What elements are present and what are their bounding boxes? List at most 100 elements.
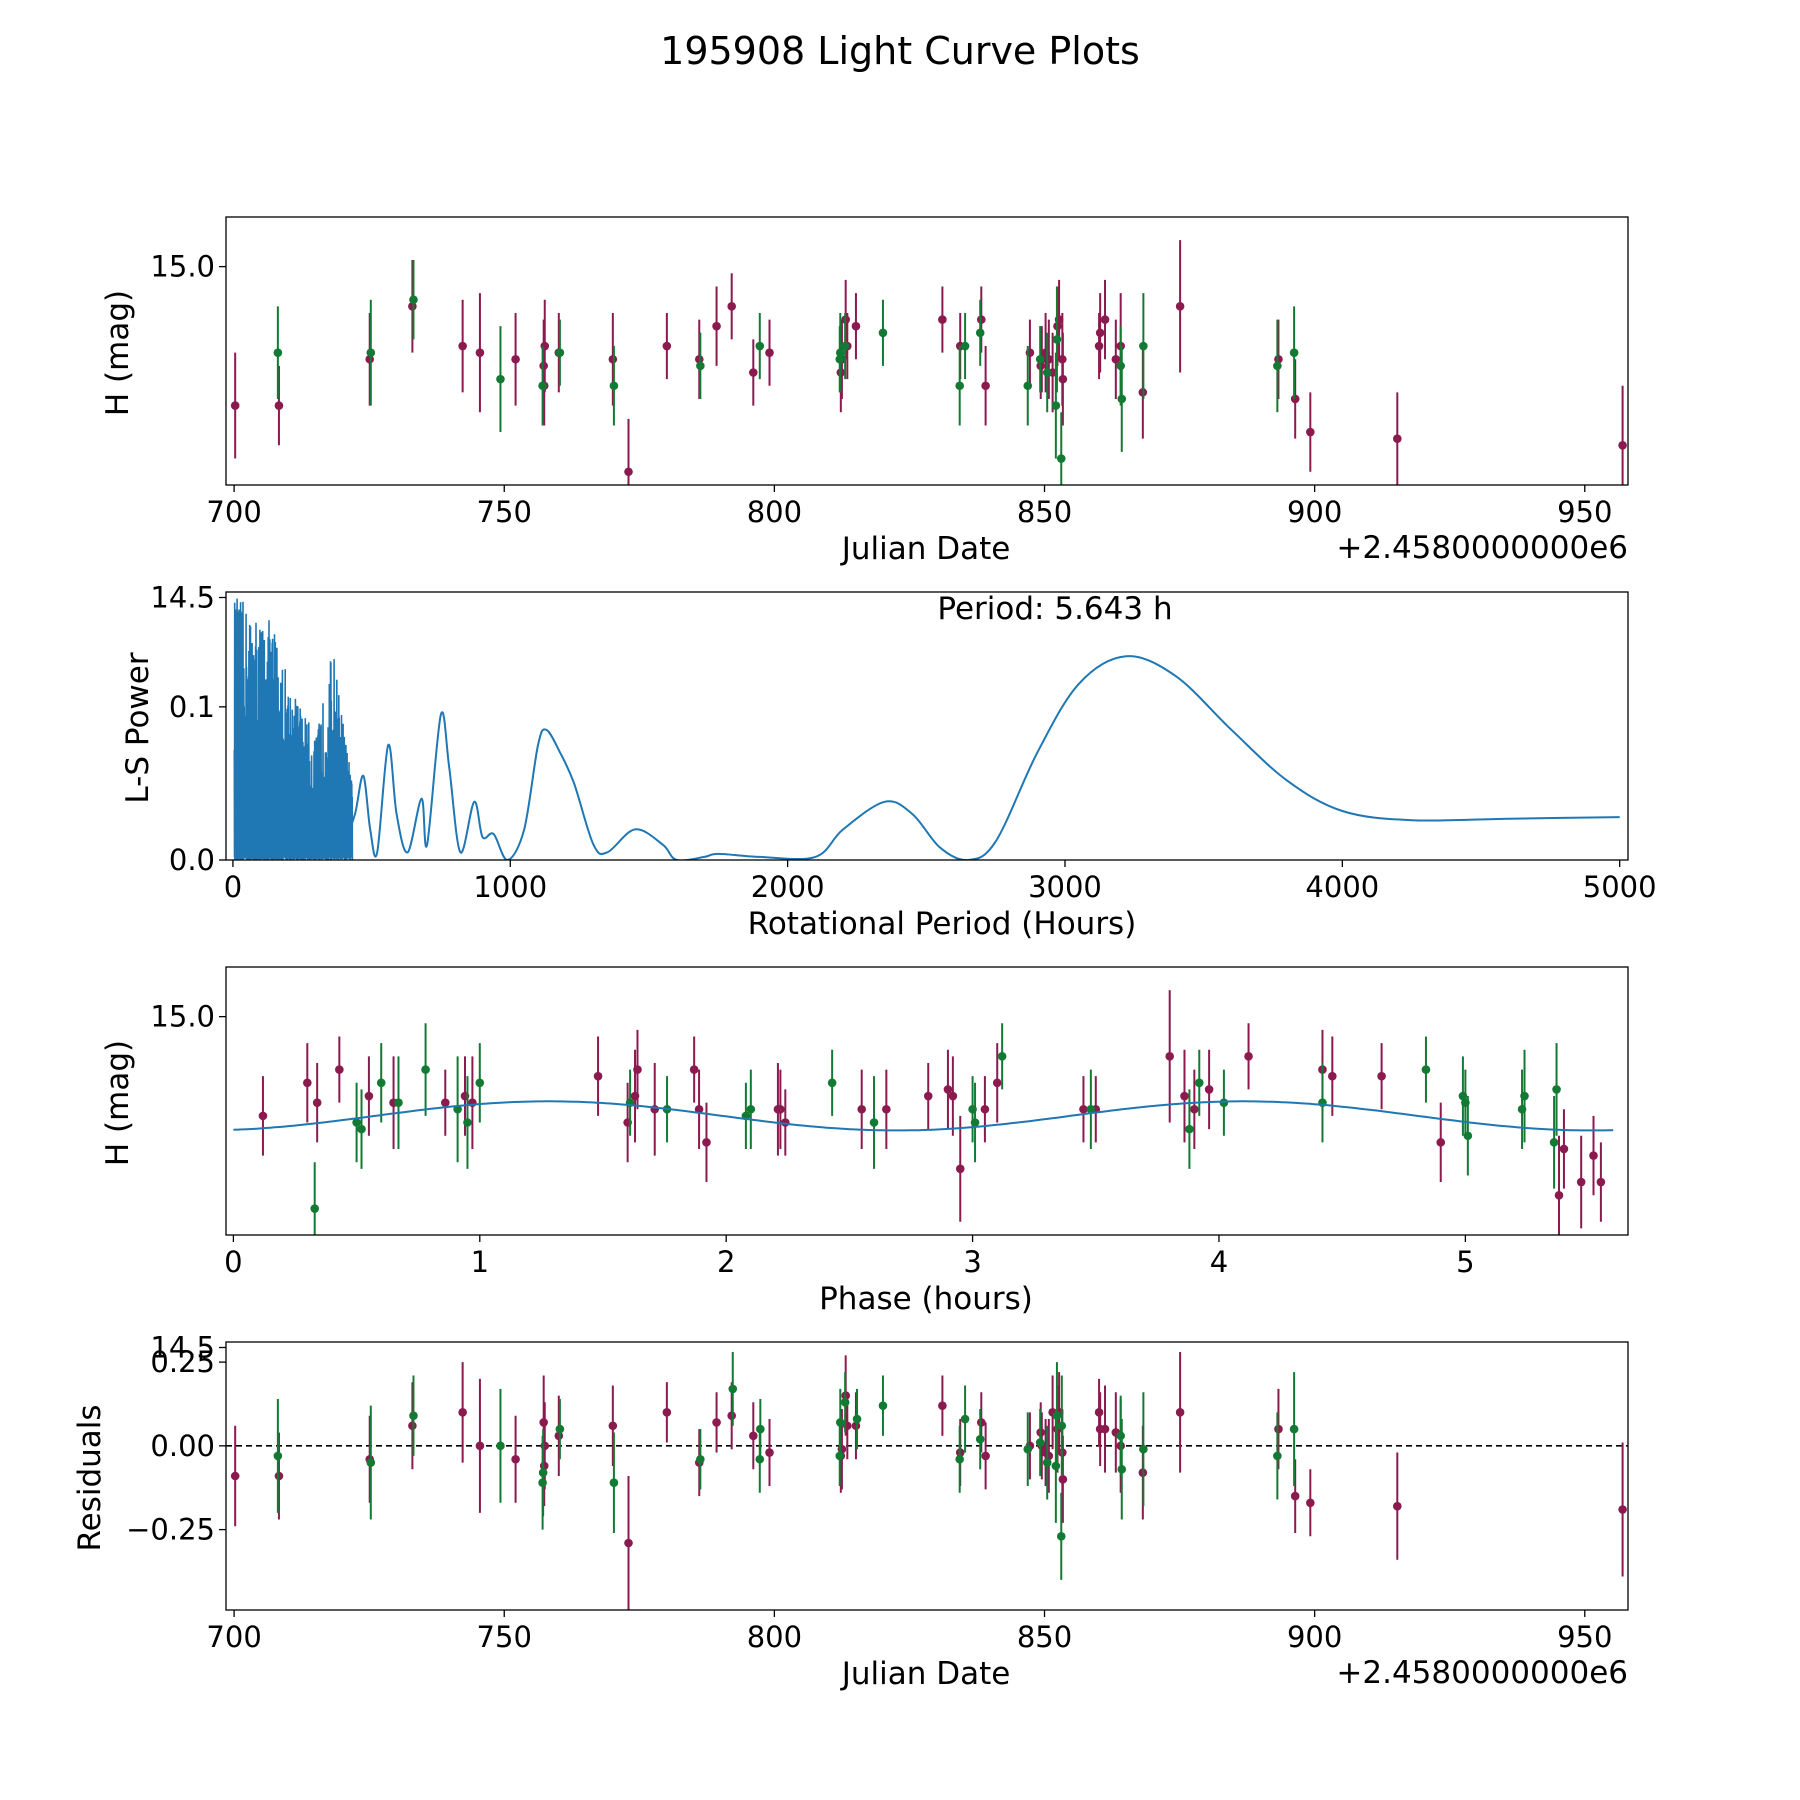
lightcurve-ytick-label: 14.5 [150,580,215,614]
phase-frame [225,966,1629,1236]
phase-band-g-point [746,1104,756,1114]
lightcurve-band-g-point [878,328,888,338]
periodogram-ytick-label: 0.0 [169,843,215,877]
lightcurve-band-g-point [1052,335,1062,344]
phase-band-g-point [463,1118,472,1127]
phase-band-r-point [1576,1177,1586,1187]
residuals-band-r-point [976,1418,986,1427]
lightcurve-band-g-point [1023,381,1033,391]
phase-band-r-point [593,1071,603,1081]
residuals-band-r-point [1175,1408,1185,1417]
phase-band-r-point [440,1098,450,1107]
residuals-band-g-point [273,1451,283,1461]
phase-band-r-point [312,1098,322,1107]
phase-band-g-point [997,1052,1007,1061]
residuals-xtick-label: 950 [1557,1620,1612,1654]
residuals-band-r-point [712,1418,721,1427]
phase-band-r-point [1190,1104,1199,1114]
residuals-band-r-point [662,1408,672,1417]
lightcurve-band-r-point [1100,315,1110,324]
periodogram-xtick-label: 5000 [1583,870,1657,904]
panel-periodogram: 0 1000 2000 3000 4000 5000 0.0 0.1 Period: 5.64… [120,591,1657,942]
lightcurve-band-g-point [496,374,505,384]
lightcurve-band-r-point [1274,354,1283,364]
phase-model-curve [233,1100,1614,1132]
lightcurve-band-g-point [1035,354,1045,364]
residuals-offset-text: +2.4580000000e6 [1336,1655,1628,1691]
residuals-ylabel: Residuals [72,1404,108,1551]
lightcurve-band-g-point [1051,401,1061,410]
residuals-ytick-label: 0.00 [150,1429,215,1463]
residuals-band-g-point [609,1478,619,1487]
lightcurve-band-g-point [1042,368,1052,377]
periodogram-xlabel: Rotational Period (Hours) [748,906,1137,942]
phase-band-g-point [475,1078,485,1088]
residuals-band-r-point [1094,1408,1104,1417]
lightcurve-data-layer [230,240,1627,485]
residuals-xtick-label: 700 [206,1620,261,1654]
phase-band-g-point [1463,1131,1473,1141]
residuals-band-g-point [960,1414,970,1424]
residuals-band-g-point [366,1458,376,1467]
periodogram-data-layer [233,598,1620,860]
residuals-band-g-point [955,1454,964,1464]
residuals-band-g-point [696,1454,705,1464]
lightcurve-band-r-point [1058,374,1068,384]
residuals-band-g-point [1117,1465,1127,1474]
residuals-band-g-point [878,1401,888,1410]
phase-band-g-point [357,1124,366,1134]
phase-band-g-point [376,1078,386,1088]
residuals-xtick-label: 800 [747,1620,802,1654]
residuals-band-r-point [458,1408,467,1417]
phase-band-r-point [1596,1177,1606,1187]
phase-band-g-point [1549,1138,1559,1147]
phase-band-r-point [258,1111,268,1121]
phase-band-r-point [776,1104,785,1114]
residuals-band-r-point [1618,1505,1627,1514]
lightcurve-band-g-point [1289,348,1299,357]
phase-band-r-point [948,1091,958,1101]
residuals-band-g-point [1042,1458,1052,1467]
phase-band-r-point [1244,1052,1253,1061]
periodogram-xtick-label: 2000 [751,870,825,904]
lightcurve-band-g-point [960,341,970,351]
residuals-band-r-point [511,1454,520,1464]
residuals-band-r-point [1393,1501,1402,1511]
residuals-band-g-point [840,1398,850,1407]
residuals-band-g-point [409,1411,418,1420]
residuals-band-r-point [608,1421,618,1431]
phase-band-g-point [827,1078,837,1088]
lightcurve-offset-text: +2.4580000000e6 [1336,530,1628,566]
residuals-band-g-point [852,1414,862,1424]
lightcurve-band-g-point [696,361,705,371]
phase-band-r-point [1079,1104,1088,1114]
lightcurve-xtick-label: 850 [1017,495,1072,529]
residuals-band-g-point [555,1424,565,1434]
phase-band-r-point [882,1104,891,1114]
phase-band-r-point [955,1164,965,1174]
residuals-band-r-point [624,1538,633,1548]
phase-band-r-point [1328,1071,1337,1081]
phase-xtick-label: 4 [1210,1245,1228,1279]
residuals-band-r-point [554,1431,564,1441]
panel-lightcurve: 700 750 800 850 900 950 15.0 14.5 Julian Date H… [100,216,1629,614]
phase-xtick-label: 2 [717,1245,735,1279]
phase-band-g-point [1520,1091,1529,1101]
phase-band-r-point [1377,1071,1386,1081]
residuals-band-r-point [1100,1424,1110,1434]
residuals-band-g-point [1139,1444,1148,1454]
lightcurve-band-r-point [938,315,947,324]
lightcurve-xtick-label: 900 [1287,495,1342,529]
lightcurve-band-g-point [555,348,565,357]
phase-ylabel: H (mag) [100,1040,136,1166]
lightcurve-band-g-point [755,341,765,351]
residuals-band-r-point [851,1421,861,1431]
phase-band-r-point [1559,1144,1569,1154]
lightcurve-band-r-point [1306,427,1315,437]
residuals-xlabel: Julian Date [840,1656,1011,1692]
lightcurve-band-r-point [1094,341,1104,351]
residuals-band-g-point [1051,1461,1061,1471]
residuals-xtick-label: 900 [1287,1620,1342,1654]
residuals-band-g-point [835,1418,845,1427]
residuals-band-g-point [496,1441,505,1451]
